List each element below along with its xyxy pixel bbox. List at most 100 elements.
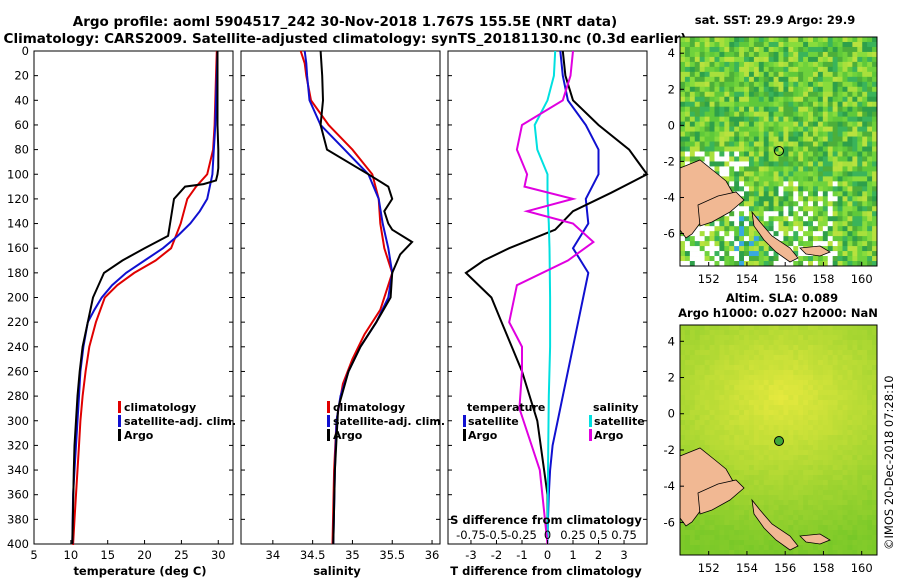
map-cell bbox=[798, 111, 804, 117]
map-cell bbox=[867, 161, 873, 167]
map-cell bbox=[827, 375, 833, 381]
map-cell bbox=[773, 410, 779, 416]
lat-tick-label: -4 bbox=[664, 190, 675, 204]
map-cell bbox=[842, 380, 848, 386]
map-cell bbox=[817, 37, 824, 43]
map-cell bbox=[744, 196, 750, 202]
map-cell bbox=[744, 151, 750, 157]
map-cell bbox=[852, 395, 858, 401]
map-cell bbox=[867, 156, 873, 162]
map-cell bbox=[758, 116, 765, 122]
map-cell bbox=[852, 455, 858, 461]
map-cell bbox=[758, 460, 765, 466]
map-cell bbox=[808, 515, 814, 521]
map-cell bbox=[812, 71, 819, 78]
map-cell bbox=[867, 475, 873, 481]
map-cell bbox=[817, 345, 824, 351]
sla-map-lon-ticks: 152 154 156 158 160 bbox=[698, 551, 873, 575]
map-cell bbox=[763, 330, 769, 336]
map-cell bbox=[753, 460, 760, 466]
map-cell bbox=[753, 46, 760, 53]
map-cell bbox=[808, 171, 814, 177]
map-cell bbox=[714, 161, 720, 167]
map-cell bbox=[753, 390, 760, 396]
map-cell bbox=[827, 460, 833, 466]
map-cell bbox=[783, 121, 789, 127]
series-line-argo bbox=[319, 50, 414, 545]
map-cell bbox=[837, 445, 843, 451]
map-cell bbox=[862, 545, 868, 551]
map-cell bbox=[808, 166, 814, 172]
map-cell bbox=[753, 131, 760, 137]
map-cell bbox=[872, 86, 878, 93]
map-cell bbox=[773, 121, 779, 127]
map-cell bbox=[788, 420, 794, 426]
map-cell bbox=[852, 535, 858, 541]
map-cell bbox=[827, 136, 833, 142]
map-cell bbox=[837, 216, 843, 222]
map-cell bbox=[803, 460, 809, 466]
map-cell bbox=[763, 41, 769, 48]
map-cell bbox=[852, 345, 858, 351]
map-cell bbox=[817, 221, 824, 227]
map-cell bbox=[783, 61, 789, 68]
map-cell bbox=[778, 76, 784, 83]
map-cell bbox=[739, 211, 745, 217]
depth-ticks: 0204060801001201401601802002202402602803… bbox=[7, 44, 233, 551]
map-cell bbox=[832, 525, 838, 531]
map-cell bbox=[798, 440, 804, 446]
map-cell bbox=[684, 66, 691, 73]
map-cell bbox=[783, 196, 789, 202]
map-cell bbox=[739, 146, 745, 152]
map-cell bbox=[729, 66, 735, 73]
map-cell bbox=[852, 400, 858, 406]
map-cell bbox=[817, 465, 824, 471]
map-cell bbox=[783, 345, 789, 351]
map-cell bbox=[832, 126, 838, 132]
map-cell bbox=[842, 236, 848, 242]
map-cell bbox=[734, 251, 740, 257]
map-cell bbox=[867, 410, 873, 416]
map-cell bbox=[788, 196, 794, 202]
map-cell bbox=[872, 395, 878, 401]
legend-swatch-satellite-adj bbox=[118, 415, 121, 427]
map-cell bbox=[867, 216, 873, 222]
map-cell bbox=[783, 500, 789, 506]
map-cell bbox=[817, 196, 824, 202]
map-cell bbox=[729, 325, 735, 331]
map-cell bbox=[812, 510, 819, 516]
map-cell bbox=[788, 325, 794, 331]
map-cell bbox=[724, 460, 730, 466]
map-cell bbox=[748, 176, 755, 182]
map-cell bbox=[803, 450, 809, 456]
map-cell bbox=[689, 425, 696, 431]
map-cell bbox=[832, 545, 838, 551]
map-cell bbox=[744, 191, 750, 197]
map-cell bbox=[773, 171, 779, 177]
map-cell bbox=[748, 470, 755, 476]
map-cell bbox=[788, 186, 794, 192]
map-cell bbox=[739, 340, 745, 346]
map-cell bbox=[763, 106, 769, 112]
map-cell bbox=[768, 485, 774, 491]
map-cell bbox=[817, 355, 824, 361]
map-cell bbox=[857, 61, 863, 68]
map-cell bbox=[832, 216, 838, 222]
map-cell bbox=[862, 226, 868, 232]
map-cell bbox=[714, 126, 720, 132]
map-cell bbox=[680, 66, 686, 73]
legend-t-argo: Argo bbox=[468, 429, 498, 442]
map-cell bbox=[872, 141, 878, 147]
map-cell bbox=[709, 246, 715, 252]
map-cell bbox=[709, 261, 715, 267]
map-cell bbox=[739, 46, 745, 53]
map-cell bbox=[739, 111, 745, 117]
map-cell bbox=[847, 410, 853, 416]
map-cell bbox=[803, 196, 809, 202]
map-cell bbox=[788, 530, 794, 536]
map-cell bbox=[719, 91, 725, 98]
map-cell bbox=[704, 231, 710, 237]
map-cell bbox=[793, 450, 799, 456]
map-cell bbox=[729, 470, 735, 476]
map-cell bbox=[699, 410, 705, 416]
